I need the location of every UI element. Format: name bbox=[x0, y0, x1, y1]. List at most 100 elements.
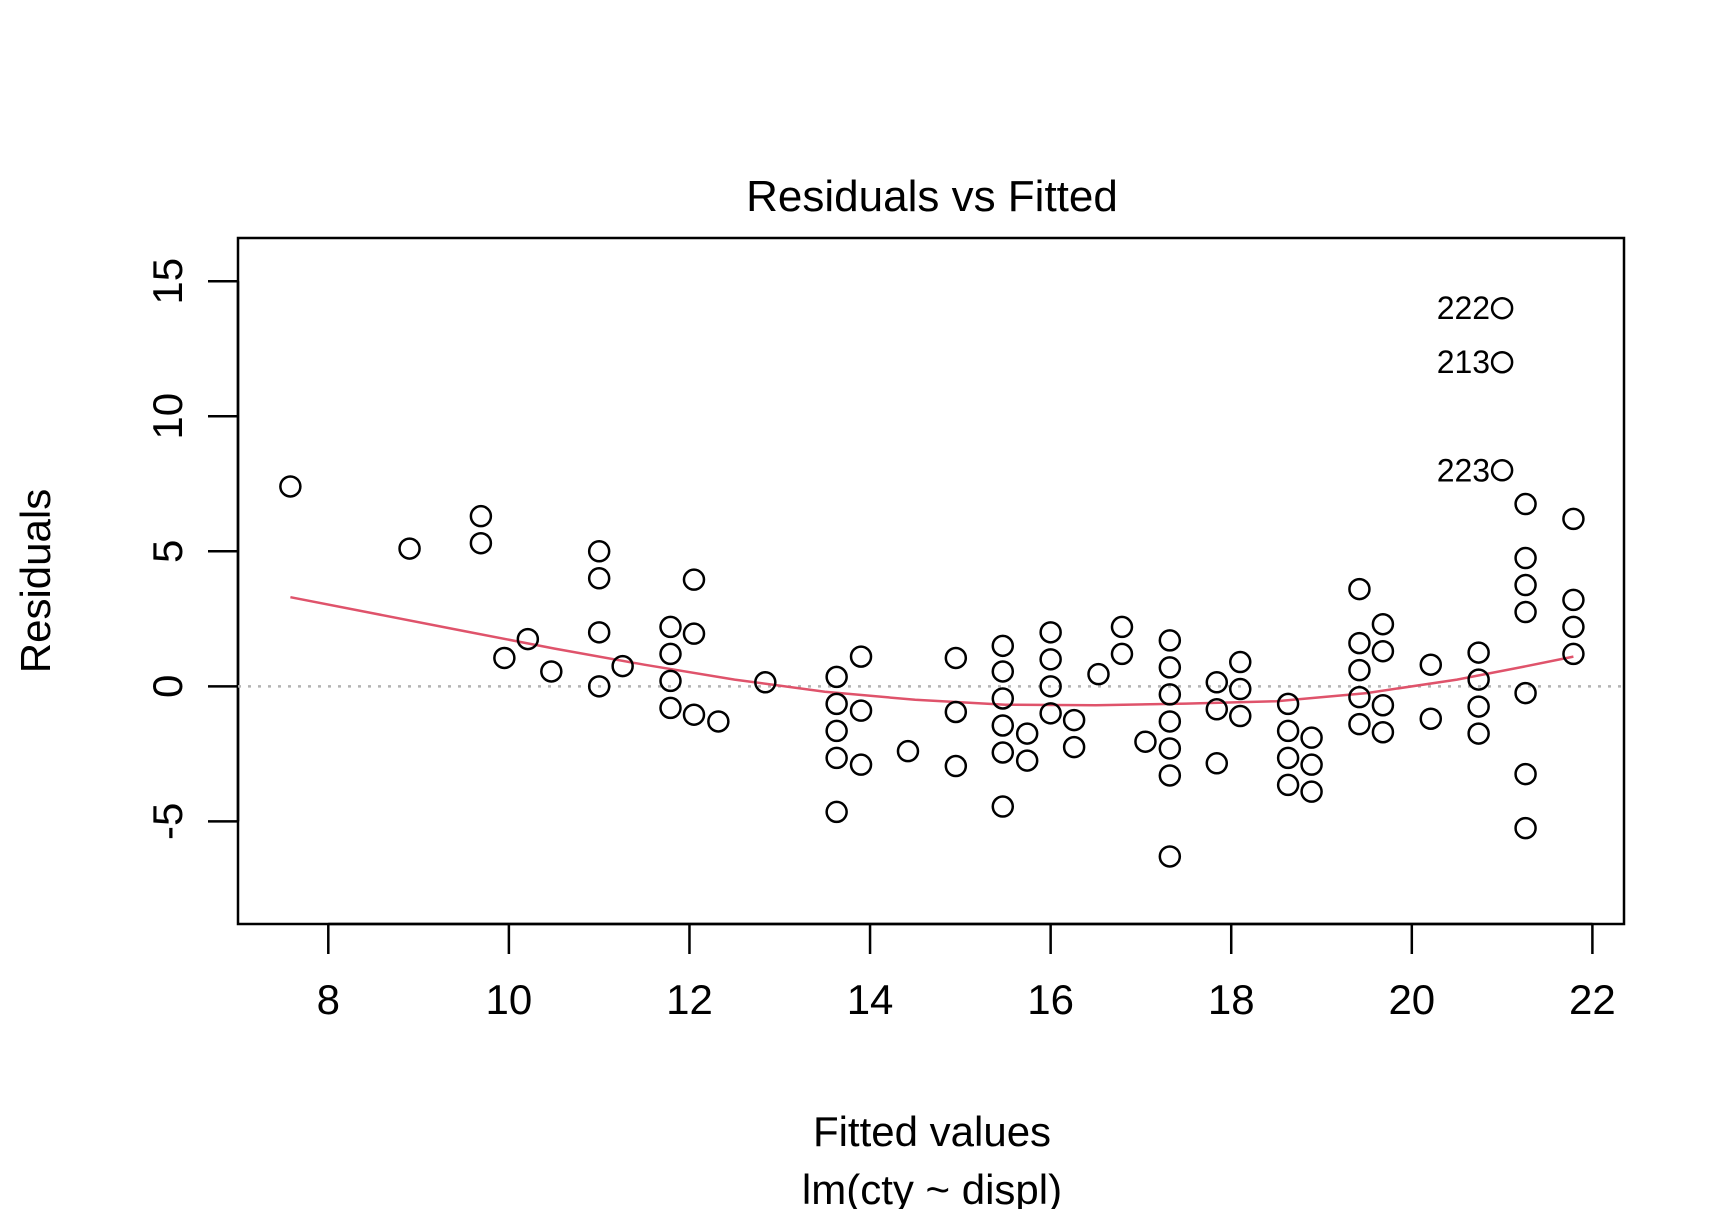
data-point bbox=[1514, 546, 1537, 570]
data-point bbox=[1419, 653, 1443, 676]
data-point bbox=[659, 669, 682, 693]
data-point bbox=[1158, 710, 1182, 733]
x-tick-label: 22 bbox=[1569, 976, 1616, 1023]
data-point bbox=[707, 710, 730, 733]
data-point bbox=[1490, 350, 1514, 374]
data-point bbox=[1371, 720, 1395, 744]
data-point bbox=[1419, 707, 1443, 730]
x-tick-label: 8 bbox=[317, 976, 340, 1023]
data-point bbox=[1348, 577, 1371, 601]
data-point bbox=[1348, 685, 1371, 709]
data-point bbox=[1300, 753, 1323, 776]
data-point bbox=[279, 475, 302, 498]
point-annotation: 222 bbox=[1437, 290, 1490, 326]
data-point bbox=[1300, 726, 1323, 749]
data-point bbox=[1110, 642, 1134, 666]
x-tick-label: 10 bbox=[486, 976, 533, 1023]
data-point bbox=[682, 568, 706, 591]
data-point bbox=[1562, 615, 1585, 639]
data-point bbox=[896, 739, 920, 763]
data-point bbox=[1205, 671, 1229, 694]
data-point bbox=[825, 719, 848, 743]
data-point bbox=[1348, 631, 1371, 655]
data-point bbox=[1158, 656, 1182, 679]
data-point bbox=[1490, 296, 1514, 320]
data-point bbox=[944, 646, 968, 670]
data-point bbox=[1371, 693, 1395, 717]
data-point bbox=[825, 746, 848, 770]
y-axis-label: Residuals bbox=[12, 489, 59, 673]
data-point bbox=[1015, 722, 1039, 745]
data-point bbox=[991, 660, 1015, 683]
data-point bbox=[1158, 737, 1182, 760]
data-point bbox=[1134, 730, 1157, 753]
data-point bbox=[1158, 683, 1182, 706]
chart-title: Residuals vs Fitted bbox=[746, 172, 1118, 221]
data-point bbox=[1467, 722, 1490, 745]
y-axis: -5 0 5 10 15 bbox=[144, 258, 240, 840]
data-point bbox=[1062, 708, 1086, 732]
data-point bbox=[1371, 612, 1395, 636]
data-point bbox=[682, 622, 706, 645]
data-point bbox=[849, 753, 873, 776]
data-point bbox=[1229, 704, 1252, 728]
data-point bbox=[1276, 746, 1300, 770]
data-point bbox=[659, 615, 682, 639]
data-point bbox=[1467, 668, 1490, 691]
data-point bbox=[1158, 845, 1182, 868]
data-point bbox=[659, 696, 682, 720]
data-point bbox=[1229, 650, 1252, 674]
data-point bbox=[991, 634, 1015, 658]
data-point bbox=[991, 795, 1015, 818]
x-tick-label: 16 bbox=[1027, 976, 1074, 1023]
data-point bbox=[1562, 507, 1585, 531]
annotations-layer: 222 213 223 bbox=[1437, 290, 1490, 488]
data-point bbox=[1514, 816, 1537, 840]
y-tick-label: 10 bbox=[144, 393, 191, 440]
data-point bbox=[1158, 764, 1182, 787]
data-point bbox=[1348, 658, 1371, 682]
data-point bbox=[1562, 588, 1585, 612]
y-tick-label: 15 bbox=[144, 258, 191, 305]
data-point bbox=[1158, 629, 1182, 652]
data-point bbox=[1467, 695, 1490, 718]
data-point bbox=[1229, 677, 1252, 701]
data-point bbox=[991, 687, 1015, 710]
data-point bbox=[587, 567, 611, 590]
y-tick-label: 5 bbox=[144, 540, 191, 563]
data-point bbox=[1562, 642, 1585, 666]
data-point bbox=[1039, 702, 1062, 725]
data-point bbox=[825, 692, 848, 716]
point-annotation: 223 bbox=[1437, 452, 1490, 488]
data-point bbox=[1467, 641, 1490, 664]
data-point bbox=[611, 654, 634, 678]
x-tick-label: 12 bbox=[666, 976, 713, 1023]
y-tick-label: 0 bbox=[144, 675, 191, 698]
data-point bbox=[1514, 492, 1537, 516]
data-point bbox=[587, 621, 611, 644]
points-layer bbox=[279, 296, 1585, 868]
data-point bbox=[1514, 573, 1537, 597]
data-point bbox=[1015, 749, 1039, 772]
data-point bbox=[1062, 735, 1086, 759]
data-point bbox=[1205, 752, 1229, 775]
data-point bbox=[1348, 712, 1371, 736]
chart-subtitle: lm(cty ~ displ) bbox=[802, 1166, 1062, 1209]
data-point bbox=[849, 645, 873, 668]
data-point bbox=[682, 703, 706, 726]
data-point bbox=[825, 800, 848, 824]
data-point bbox=[825, 665, 848, 689]
data-point bbox=[1039, 675, 1062, 698]
data-point bbox=[493, 646, 516, 670]
data-point bbox=[1087, 662, 1110, 686]
data-point bbox=[1276, 773, 1300, 797]
data-point bbox=[1039, 648, 1062, 671]
data-point bbox=[1490, 459, 1514, 482]
data-point bbox=[1300, 780, 1323, 803]
x-axis-label: Fitted values bbox=[813, 1108, 1051, 1155]
data-point bbox=[1110, 615, 1134, 639]
x-tick-label: 20 bbox=[1388, 976, 1435, 1023]
data-point bbox=[1276, 719, 1300, 743]
data-point bbox=[1039, 621, 1062, 644]
